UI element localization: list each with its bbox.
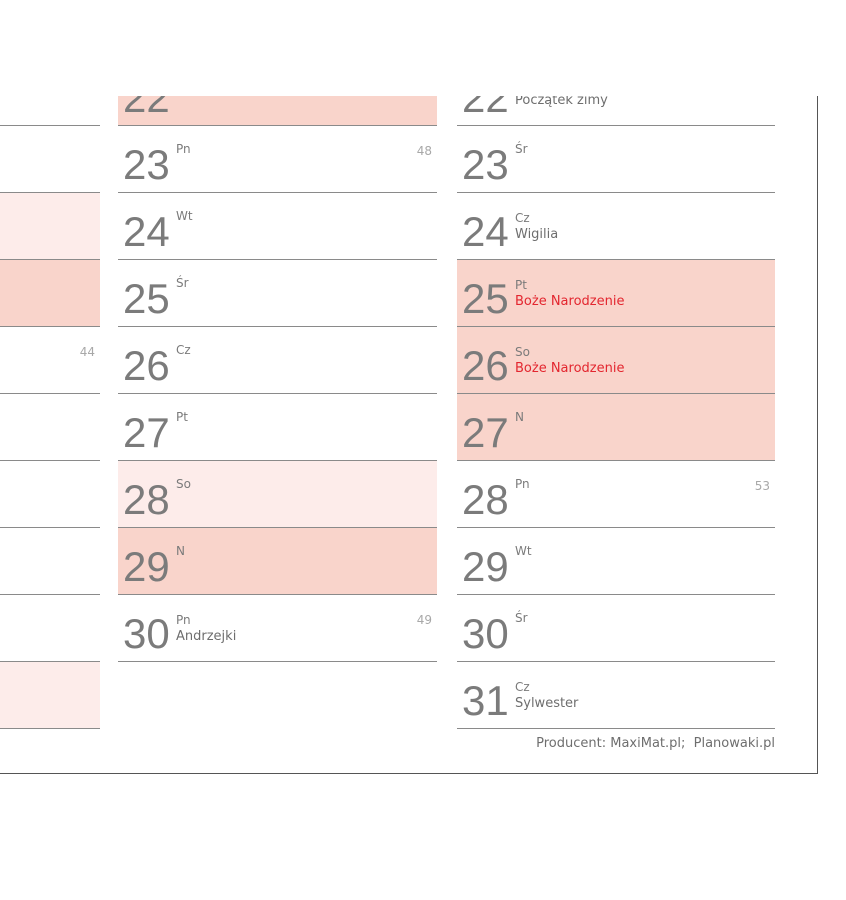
day-number: 23 [462, 141, 509, 188]
weekday: So [515, 345, 530, 359]
day-row: 24 Wt [118, 193, 437, 260]
day-row [0, 96, 100, 126]
frame-bottom [0, 773, 818, 774]
footer: Producent: MaxiMat.pl; Planowaki.pl [536, 736, 775, 751]
weekday: Śr [515, 611, 528, 625]
week-number: 44 [79, 345, 95, 359]
day-number: 29 [462, 543, 509, 590]
day-row: 23 Pn 48 [118, 126, 437, 193]
day-row: 31 Cz Sylwester [457, 662, 775, 729]
day-number: 26 [123, 342, 170, 389]
day-row [0, 193, 100, 260]
weekday: Cz [176, 343, 191, 357]
day-row: 29 N [118, 528, 437, 595]
day-number: 23 [123, 141, 170, 188]
day-number: 30 [462, 610, 509, 657]
day-row [0, 394, 100, 461]
day-row: 26 Cz [118, 327, 437, 394]
day-row: 22 [118, 96, 437, 126]
calendar: 44 22 23 Pn 48 24 Wt 25 Śr 26 Cz 27 Pt 28 So 29 N 30 Pn And… [0, 96, 846, 796]
day-row: 27 Pt [118, 394, 437, 461]
day-row: 27 N [457, 394, 775, 461]
day-row [0, 662, 100, 729]
day-row [0, 595, 100, 662]
weekday: Śr [515, 142, 528, 156]
day-number: 25 [462, 275, 509, 322]
weekday: Cz [515, 680, 530, 694]
day-number: 22 [462, 96, 509, 121]
frame-right [817, 96, 818, 773]
day-row [0, 126, 100, 193]
weekday: Wt [176, 209, 193, 223]
day-number: 28 [123, 476, 170, 523]
day-row: 25 Śr [118, 260, 437, 327]
week-number: 48 [416, 144, 432, 158]
day-row: 44 [0, 327, 100, 394]
day-row: 28 Pn 53 [457, 461, 775, 528]
day-number: 24 [123, 208, 170, 255]
weekday: N [176, 544, 185, 558]
day-row: 28 So [118, 461, 437, 528]
day-number: 26 [462, 342, 509, 389]
day-row: 30 Śr [457, 595, 775, 662]
weekday: N [515, 410, 524, 424]
weekday: Śr [176, 276, 189, 290]
day-number: 22 [123, 96, 170, 121]
day-number: 29 [123, 543, 170, 590]
day-number: 27 [123, 409, 170, 456]
day-row: 22 Początek zimy [457, 96, 775, 126]
day-note: Boże Narodzenie [515, 361, 625, 376]
weekday: So [176, 477, 191, 491]
day-number: 24 [462, 208, 509, 255]
day-number: 27 [462, 409, 509, 456]
day-number: 31 [462, 677, 509, 724]
day-row [0, 461, 100, 528]
day-row: 25 Pt Boże Narodzenie [457, 260, 775, 327]
day-row: 29 Wt [457, 528, 775, 595]
week-number: 53 [754, 479, 770, 493]
day-note: Sylwester [515, 696, 579, 711]
day-note: Andrzejki [176, 629, 237, 644]
day-number: 28 [462, 476, 509, 523]
day-note: Początek zimy [515, 96, 608, 108]
day-row: 23 Śr [457, 126, 775, 193]
day-row: 30 Pn Andrzejki 49 [118, 595, 437, 662]
day-number: 25 [123, 275, 170, 322]
weekday: Pn [176, 613, 191, 627]
week-number: 49 [416, 613, 432, 627]
day-number: 30 [123, 610, 170, 657]
weekday: Pt [515, 278, 527, 292]
day-note: Wigilia [515, 227, 559, 242]
weekday: Pn [515, 477, 530, 491]
day-row: 24 Cz Wigilia [457, 193, 775, 260]
weekday: Pn [176, 142, 191, 156]
day-row: 26 So Boże Narodzenie [457, 327, 775, 394]
calendar-body: 44 22 23 Pn 48 24 Wt 25 Śr 26 Cz 27 Pt 28 So 29 N 30 Pn And… [0, 96, 846, 796]
day-row [0, 528, 100, 595]
weekday: Pt [176, 410, 188, 424]
day-note: Boże Narodzenie [515, 294, 625, 309]
weekday: Wt [515, 544, 532, 558]
day-row [0, 260, 100, 327]
weekday: Cz [515, 211, 530, 225]
